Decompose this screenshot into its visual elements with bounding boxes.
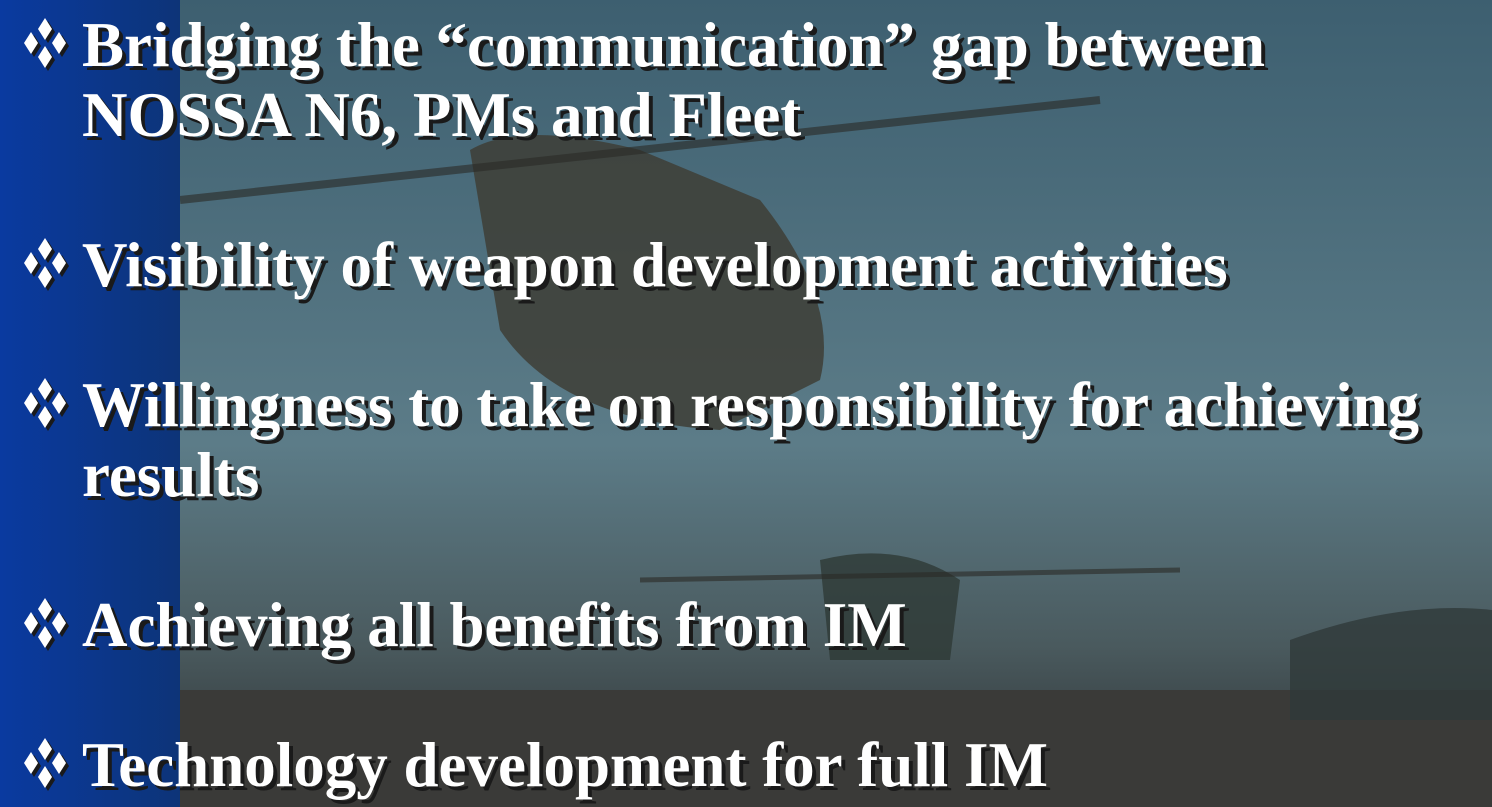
bullet-icon	[14, 14, 76, 76]
bullet-text: Willingness to take on responsibility fo…	[82, 370, 1487, 510]
bullet-icon	[14, 734, 76, 796]
bullet-text: Visibility of weapon development activit…	[82, 230, 1487, 300]
bullet-text: Bridging the “communication” gap between…	[82, 10, 1487, 150]
slide: {"bullets": [ "Bridging the “communicati…	[0, 0, 1492, 807]
bullet-text: Technology development for full IM	[82, 730, 1487, 800]
bullet-icon	[14, 374, 76, 436]
bullet-text: Achieving all benefits from IM	[82, 590, 1487, 660]
bullet-icon	[14, 234, 76, 296]
bullet-icon	[14, 594, 76, 656]
